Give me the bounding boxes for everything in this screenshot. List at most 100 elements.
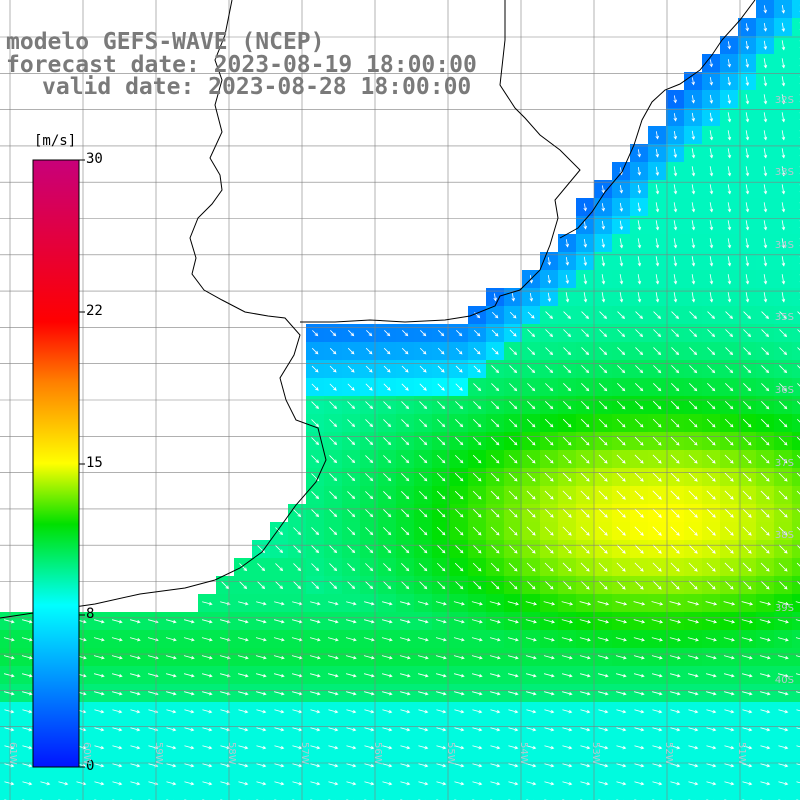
wind-arrow bbox=[472, 472, 482, 482]
wind-arrow bbox=[399, 655, 411, 660]
wind-arrow bbox=[220, 709, 231, 714]
wind-arrow bbox=[688, 400, 698, 410]
wind-cell bbox=[684, 792, 703, 800]
wind-arrow bbox=[309, 655, 321, 660]
wind-arrow bbox=[365, 473, 374, 482]
wind-arrow bbox=[742, 508, 752, 518]
wind-arrow bbox=[615, 619, 628, 624]
wind-arrow bbox=[651, 637, 663, 642]
wind-arrow bbox=[709, 202, 714, 213]
wind-arrow bbox=[471, 637, 483, 642]
wind-arrow bbox=[651, 601, 664, 606]
wind-arrow bbox=[526, 562, 536, 572]
wind-arrow bbox=[22, 745, 33, 750]
wind-cell bbox=[216, 792, 235, 800]
wind-arrow bbox=[779, 401, 788, 410]
wind-arrow bbox=[112, 727, 123, 732]
wind-arrow bbox=[273, 673, 285, 678]
wind-arrow bbox=[220, 781, 231, 786]
wind-arrow bbox=[563, 329, 572, 338]
wind-arrow bbox=[616, 436, 626, 446]
wind-arrow bbox=[21, 637, 33, 642]
wind-arrow bbox=[580, 709, 591, 714]
wind-arrow bbox=[796, 745, 800, 748]
wind-arrow bbox=[436, 763, 447, 768]
wind-arrow bbox=[293, 581, 302, 590]
wind-arrow bbox=[383, 473, 392, 482]
wind-arrow bbox=[634, 781, 645, 786]
wind-arrow bbox=[727, 130, 732, 141]
wind-arrow bbox=[202, 763, 213, 768]
wind-arrow bbox=[473, 347, 481, 355]
wind-arrow bbox=[689, 383, 698, 392]
wind-arrow bbox=[562, 436, 572, 446]
wind-arrow bbox=[310, 781, 321, 786]
wind-arrow bbox=[436, 472, 446, 482]
wind-arrow bbox=[617, 347, 626, 356]
wind-arrow bbox=[311, 509, 320, 518]
wind-arrow bbox=[616, 472, 626, 482]
wind-arrow bbox=[347, 455, 356, 464]
wind-arrow bbox=[418, 562, 428, 572]
wind-arrow bbox=[637, 256, 642, 267]
wind-arrow bbox=[562, 400, 572, 410]
wind-arrow bbox=[634, 400, 644, 410]
wind-arrow bbox=[724, 436, 734, 446]
wind-arrow bbox=[617, 329, 626, 338]
wind-arrow bbox=[166, 709, 177, 714]
wind-arrow bbox=[562, 580, 572, 590]
wind-arrow bbox=[256, 763, 267, 768]
wind-arrow bbox=[688, 472, 698, 482]
wind-arrow bbox=[292, 763, 303, 768]
wind-arrow bbox=[544, 472, 554, 482]
wind-arrow bbox=[94, 763, 105, 768]
lat-label: 35S bbox=[774, 312, 794, 323]
wind-arrow bbox=[491, 383, 500, 392]
wind-arrow bbox=[709, 184, 714, 195]
wind-arrow bbox=[401, 545, 410, 554]
wind-arrow bbox=[745, 256, 750, 267]
wind-arrow bbox=[745, 130, 750, 141]
wind-arrow bbox=[741, 637, 753, 642]
wind-arrow bbox=[310, 727, 321, 732]
wind-arrow bbox=[328, 709, 339, 714]
wind-cell bbox=[396, 792, 415, 800]
wind-arrow bbox=[615, 673, 627, 678]
wind-arrow bbox=[401, 563, 410, 572]
wind-arrow bbox=[580, 727, 591, 732]
wind-arrow bbox=[400, 781, 411, 786]
wind-arrow bbox=[237, 673, 249, 678]
wind-arrow bbox=[255, 655, 267, 660]
wind-arrow bbox=[562, 763, 573, 768]
wind-cell bbox=[792, 54, 800, 73]
wind-arrow bbox=[687, 601, 700, 606]
wind-arrow bbox=[565, 256, 570, 266]
wind-arrow bbox=[256, 727, 267, 732]
wind-arrow bbox=[436, 508, 446, 518]
wind-arrow bbox=[616, 526, 626, 536]
wind-arrow bbox=[347, 491, 356, 500]
wind-arrow bbox=[670, 691, 681, 696]
wind-arrow bbox=[418, 709, 429, 714]
wind-arrow bbox=[691, 238, 696, 249]
wind-arrow bbox=[472, 436, 482, 446]
wind-arrow bbox=[634, 418, 644, 428]
wind-arrow bbox=[705, 619, 718, 624]
wind-arrow bbox=[691, 112, 696, 122]
wind-arrow bbox=[130, 709, 141, 714]
wind-arrow bbox=[165, 655, 177, 660]
wind-arrow bbox=[274, 691, 285, 696]
wind-arrow bbox=[652, 781, 663, 786]
wind-arrow bbox=[545, 329, 554, 338]
wind-arrow bbox=[346, 727, 357, 732]
wind-arrow bbox=[21, 673, 33, 678]
wind-cell bbox=[792, 720, 800, 739]
wind-arrow bbox=[256, 709, 267, 714]
wind-cell bbox=[792, 558, 800, 577]
wind-cell bbox=[792, 648, 800, 667]
wind-arrow bbox=[670, 562, 680, 572]
wind-arrow bbox=[527, 383, 536, 392]
wind-arrow bbox=[525, 655, 537, 660]
wind-cell bbox=[702, 792, 721, 800]
wind-arrow bbox=[563, 383, 572, 392]
